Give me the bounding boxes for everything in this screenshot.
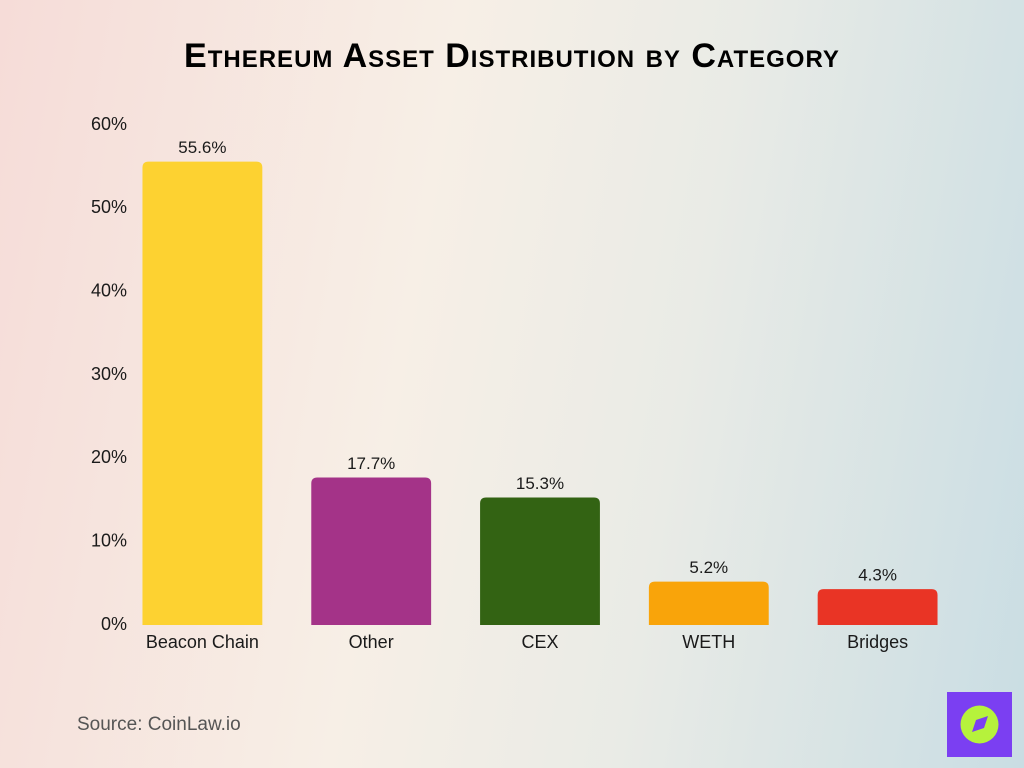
y-tick-label: 30% — [91, 364, 127, 384]
x-tick-label: Beacon Chain — [146, 632, 259, 652]
x-tick-label: CEX — [521, 632, 558, 652]
x-tick-label: WETH — [682, 632, 735, 652]
value-label: 5.2% — [689, 558, 728, 577]
bar — [817, 589, 938, 625]
bar — [648, 581, 769, 625]
y-tick-label: 10% — [91, 530, 127, 550]
bar — [142, 161, 263, 625]
chart-title: Ethereum Asset Distribution by Category — [184, 37, 840, 75]
logo — [947, 692, 1012, 757]
x-tick-label: Bridges — [847, 632, 908, 652]
source: Source: CoinLaw.io — [77, 714, 241, 735]
y-tick-label: 50% — [91, 197, 127, 217]
value-label: 17.7% — [347, 454, 395, 473]
y-tick-label: 60% — [91, 114, 127, 134]
value-label: 15.3% — [516, 474, 564, 493]
y-tick-label: 0% — [101, 614, 127, 634]
bar — [480, 497, 600, 625]
value-label: 55.6% — [178, 138, 226, 157]
value-label: 4.3% — [858, 566, 897, 585]
logo-needle — [972, 716, 988, 732]
y-tick-label: 40% — [91, 280, 127, 300]
bar — [311, 477, 432, 625]
x-tick-label: Other — [349, 632, 394, 652]
y-tick-label: 20% — [91, 447, 127, 467]
